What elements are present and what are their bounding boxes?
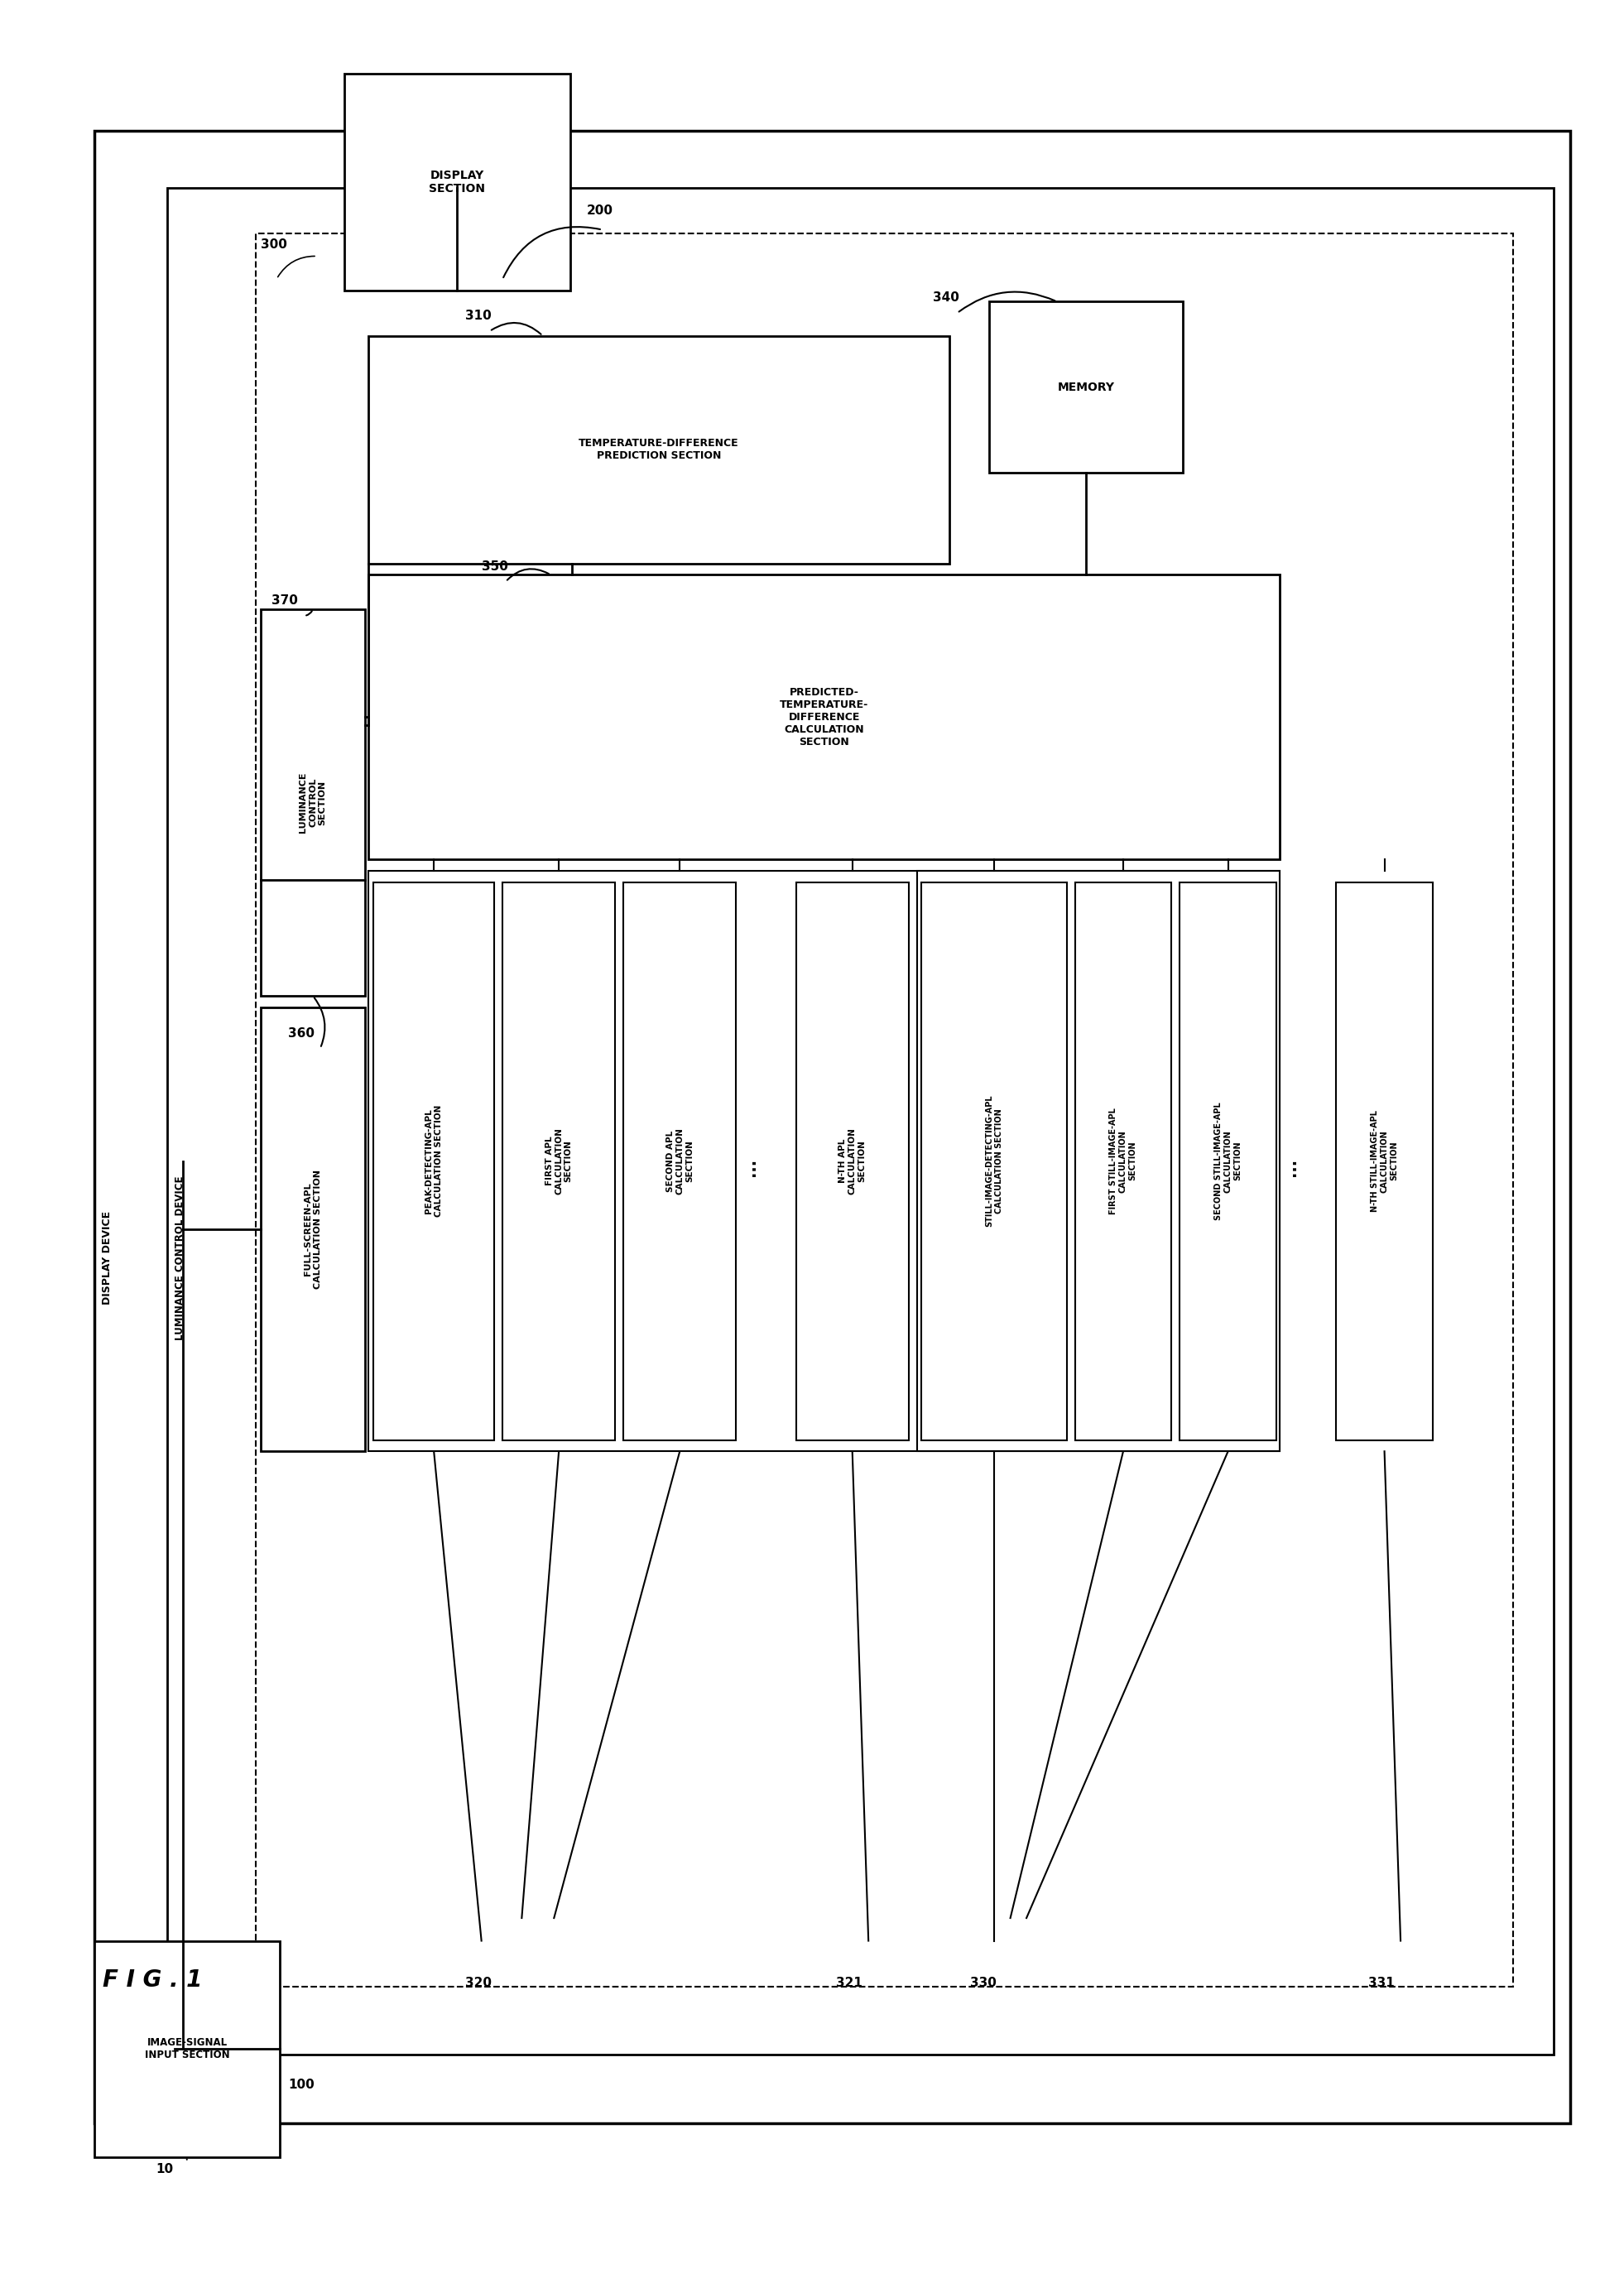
Text: 310: 310: [466, 309, 492, 323]
Bar: [94, 130, 1570, 2123]
Text: FIRST APL
CALCULATION
SECTION: FIRST APL CALCULATION SECTION: [546, 1128, 573, 1194]
Text: N-TH APL
CALCULATION
SECTION: N-TH APL CALCULATION SECTION: [838, 1128, 866, 1194]
Bar: [94, 1940, 279, 2158]
Text: ...: ...: [742, 1158, 758, 1176]
Text: 320: 320: [466, 1977, 492, 1988]
Text: 360: 360: [287, 1027, 315, 1039]
Text: LUMINANCE CONTROL DEVICE: LUMINANCE CONTROL DEVICE: [174, 1176, 185, 1341]
Text: SECOND APL
CALCULATION
SECTION: SECOND APL CALCULATION SECTION: [666, 1128, 693, 1194]
Bar: [1075, 883, 1171, 1439]
Bar: [502, 883, 615, 1439]
Bar: [344, 73, 570, 291]
Text: F I G . 1: F I G . 1: [102, 1968, 201, 1991]
Bar: [1179, 883, 1276, 1439]
Bar: [167, 188, 1554, 2055]
Text: 370: 370: [271, 595, 299, 606]
Bar: [255, 233, 1514, 1986]
Bar: [369, 336, 948, 563]
Bar: [260, 1007, 365, 1451]
Bar: [374, 883, 494, 1439]
Text: STILL-IMAGE-DETECTING-APL
CALCULATION SECTION: STILL-IMAGE-DETECTING-APL CALCULATION SE…: [986, 1096, 1004, 1226]
Bar: [260, 609, 365, 995]
Text: FULL-SCREEN-APL
CALCULATION SECTION: FULL-SCREEN-APL CALCULATION SECTION: [304, 1169, 322, 1288]
Text: 200: 200: [586, 204, 612, 217]
Text: 331: 331: [1369, 1977, 1395, 1988]
Text: 100: 100: [287, 2080, 313, 2091]
Text: 340: 340: [932, 293, 960, 304]
Bar: [1337, 883, 1432, 1439]
Text: PREDICTED-
TEMPERATURE-
DIFFERENCE
CALCULATION
SECTION: PREDICTED- TEMPERATURE- DIFFERENCE CALCU…: [780, 686, 869, 748]
Text: PEAK-DETECTING-APL
CALCULATION SECTION: PEAK-DETECTING-APL CALCULATION SECTION: [425, 1105, 443, 1217]
Bar: [922, 883, 1067, 1439]
Text: ...: ...: [1283, 1158, 1299, 1176]
Text: IMAGE-SIGNAL
INPUT SECTION: IMAGE-SIGNAL INPUT SECTION: [145, 2036, 229, 2061]
Text: 300: 300: [260, 238, 287, 252]
Bar: [989, 302, 1182, 471]
Text: FIRST STILL-IMAGE-APL
CALCULATION
SECTION: FIRST STILL-IMAGE-APL CALCULATION SECTIO…: [1109, 1107, 1137, 1215]
Text: N-TH STILL-IMAGE-APL
CALCULATION
SECTION: N-TH STILL-IMAGE-APL CALCULATION SECTION: [1371, 1110, 1398, 1213]
Bar: [624, 883, 736, 1439]
Text: 330: 330: [970, 1977, 997, 1988]
Text: TEMPERATURE-DIFFERENCE
PREDICTION SECTION: TEMPERATURE-DIFFERENCE PREDICTION SECTIO…: [578, 437, 739, 462]
Bar: [369, 872, 1280, 1451]
Text: SECOND STILL-IMAGE-APL
CALCULATION
SECTION: SECOND STILL-IMAGE-APL CALCULATION SECTI…: [1215, 1103, 1242, 1220]
Text: 350: 350: [481, 561, 508, 572]
Bar: [369, 574, 1280, 860]
Bar: [918, 872, 1280, 1451]
Text: MEMORY: MEMORY: [1057, 382, 1114, 394]
Text: DISPLAY DEVICE: DISPLAY DEVICE: [102, 1210, 112, 1304]
Text: 10: 10: [156, 2162, 174, 2176]
Text: 321: 321: [836, 1977, 862, 1988]
Text: LUMINANCE
CONTROL
SECTION: LUMINANCE CONTROL SECTION: [299, 771, 326, 833]
Bar: [796, 883, 909, 1439]
Text: DISPLAY
SECTION: DISPLAY SECTION: [429, 169, 486, 194]
